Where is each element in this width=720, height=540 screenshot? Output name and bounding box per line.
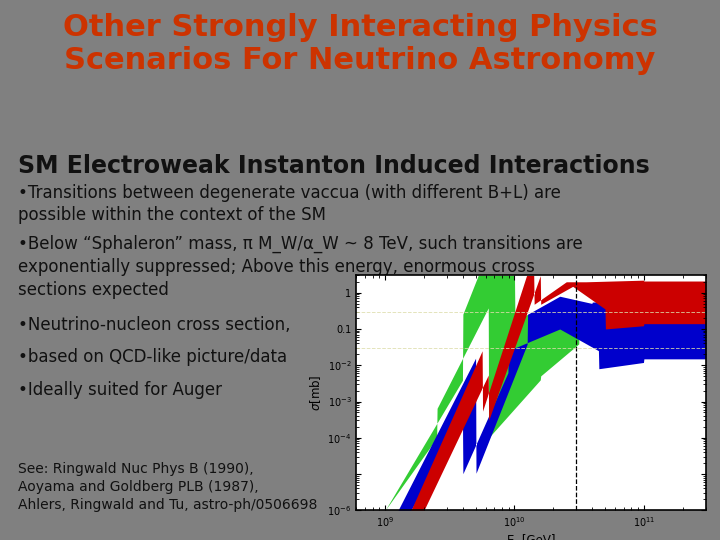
Text: •Neutrino-nucleon cross section,: •Neutrino-nucleon cross section, xyxy=(18,316,290,334)
Text: •based on QCD-like picture/data: •based on QCD-like picture/data xyxy=(18,348,287,366)
Y-axis label: $\sigma$[mb]: $\sigma$[mb] xyxy=(308,375,323,411)
Text: •Transitions between degenerate vaccua (with different B+L) are
possible within : •Transitions between degenerate vaccua (… xyxy=(18,184,561,225)
X-axis label: E  [GeV]: E [GeV] xyxy=(507,533,555,540)
Text: •Ideally suited for Auger: •Ideally suited for Auger xyxy=(18,381,222,399)
Text: SM Electroweak Instanton Induced Interactions: SM Electroweak Instanton Induced Interac… xyxy=(18,154,649,178)
Text: See: Ringwald Nuc Phys B (1990),
Aoyama and Goldberg PLB (1987),
Ahlers, Ringwal: See: Ringwald Nuc Phys B (1990), Aoyama … xyxy=(18,462,318,512)
Text: Other Strongly Interacting Physics
Scenarios For Neutrino Astronomy: Other Strongly Interacting Physics Scena… xyxy=(63,14,657,75)
Text: •Below “Sphaleron” mass, π M_W/α_W ~ 8 TeV, such transitions are
exponentially s: •Below “Sphaleron” mass, π M_W/α_W ~ 8 T… xyxy=(18,235,582,299)
